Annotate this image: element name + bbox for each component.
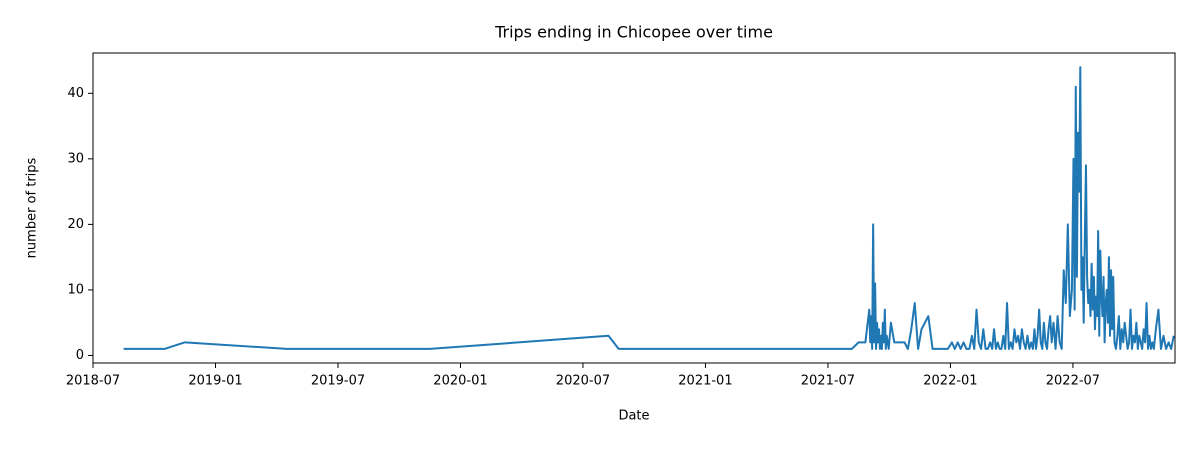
y-tick-label: 30 xyxy=(67,151,84,166)
x-tick-label: 2019-01 xyxy=(188,374,242,389)
x-tick-label: 2022-01 xyxy=(923,374,977,389)
x-tick-label: 2022-07 xyxy=(1046,374,1100,389)
y-axis-label: number of trips xyxy=(25,157,40,258)
x-tick-label: 2018-07 xyxy=(66,374,120,389)
x-tick-label: 2021-07 xyxy=(801,374,855,389)
y-tick-label: 10 xyxy=(67,282,84,297)
x-tick-label: 2019-07 xyxy=(311,374,365,389)
x-tick-label: 2020-01 xyxy=(433,374,487,389)
y-tick-label: 20 xyxy=(67,217,84,232)
y-tick-label: 40 xyxy=(67,86,84,101)
x-tick-label: 2021-01 xyxy=(678,374,732,389)
x-tick-label: 2020-07 xyxy=(556,374,610,389)
chart-title: Trips ending in Chicopee over time xyxy=(494,23,773,42)
y-tick-label: 0 xyxy=(76,348,84,363)
data-line xyxy=(123,66,1175,350)
plot-frame xyxy=(92,52,1176,364)
x-axis-label: Date xyxy=(618,409,649,424)
